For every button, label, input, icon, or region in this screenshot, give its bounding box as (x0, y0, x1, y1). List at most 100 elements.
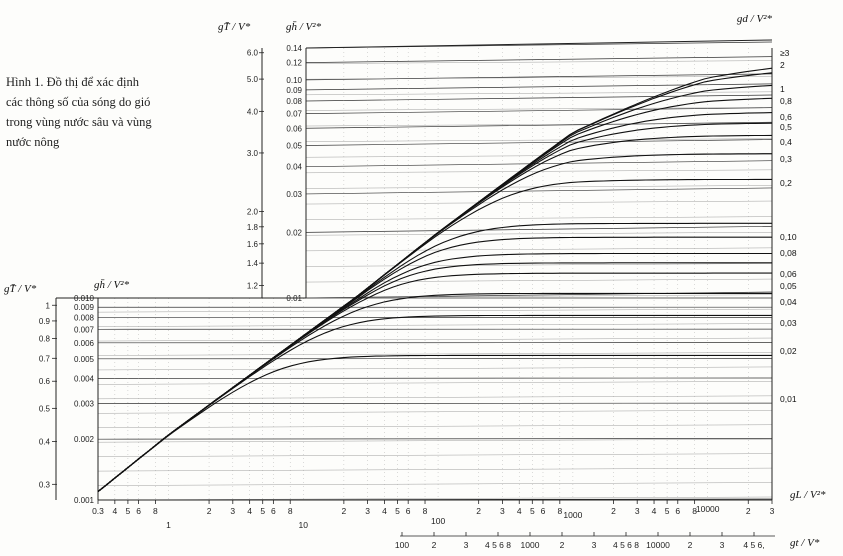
grid-line-horizontal (305, 225, 773, 233)
x-tick-label: 5 (665, 506, 670, 516)
depth-curve-0.05 (97, 262, 772, 493)
depth-curve-2 (97, 72, 773, 493)
time-tick-label: 3 (720, 540, 725, 550)
depth-curve-0.04 (97, 272, 772, 493)
grid-line-minor (97, 482, 773, 486)
height-tick-label: 0.14 (286, 44, 302, 53)
height-tick-label: 0.010 (74, 294, 95, 303)
grid-line-horizontal (305, 121, 773, 129)
x-tick-label: 5 (260, 506, 265, 516)
figure-caption: Hình 1. Đồ thị để xác định các thông số … (6, 72, 228, 152)
height-tick-label: 0.01 (286, 294, 302, 303)
grid-line-minor (97, 410, 773, 414)
x-tick-label: 6 (136, 506, 141, 516)
x-tick-label: 4 (382, 506, 387, 516)
depth-label: 0,04 (780, 297, 797, 307)
time-tick-label: 2 (688, 540, 693, 550)
period-tick-label: 1.6 (247, 240, 259, 249)
time-tick-label: 2 (560, 540, 565, 550)
caption-line: các thông số của sóng do gió (6, 95, 151, 109)
depth-label: 0,10 (780, 232, 797, 242)
grid-line-minor (305, 278, 773, 283)
height-tick-label: 0.005 (74, 355, 95, 364)
grid-line-minor (305, 138, 773, 142)
caption-line: Hình 1. Đồ thị để xác định (6, 75, 139, 89)
depth-label: ≥3 (780, 48, 790, 58)
x-tick-label: 3 (635, 506, 640, 516)
period-tick-label: 5.0 (247, 75, 259, 84)
height-tick-label: 0.003 (74, 400, 95, 409)
x-tick-label: 5 (530, 506, 535, 516)
lower-period-axis-title: gT̄ / V* (4, 283, 37, 295)
grid-line-horizontal (97, 402, 773, 404)
x-decade-label: 10 (299, 520, 309, 530)
time-tick-label: 1000 (521, 540, 540, 550)
grid-line-horizontal (305, 73, 773, 81)
height-tick-label: 0.001 (74, 496, 95, 505)
x-decade-label: 1 (166, 520, 171, 530)
depth-label: 0,6 (780, 112, 792, 122)
period-tick-label: 1 (46, 301, 51, 310)
depth-curve-≥3 (97, 67, 773, 493)
grid-line-horizontal (305, 160, 773, 168)
panel-frames (55, 39, 773, 501)
grid-line-minor (305, 247, 773, 252)
depth-label: 0,06 (780, 269, 797, 279)
x-tick-label: 5 (395, 506, 400, 516)
x-decade-label: 100 (431, 516, 445, 526)
x-tick-label: 2 (341, 506, 346, 516)
grid-line-horizontal (305, 56, 773, 63)
height-tick-label: 0.02 (286, 228, 302, 237)
depth-axis-title: gd / V²* (737, 13, 773, 25)
grid-line-minor (305, 122, 773, 127)
time-tick-label: 10000 (646, 540, 670, 550)
grid-line-horizontal (305, 94, 773, 102)
period-tick-label: 0.9 (39, 317, 51, 326)
grid-line-minor (97, 323, 773, 327)
x-tick-label: 0.3 (92, 506, 104, 516)
time-tick-label: 100 (395, 540, 409, 550)
depth-curve-0.03 (97, 292, 772, 493)
depth-curve-0.06 (97, 252, 772, 493)
tick-labels: ≥3 2 1 0,8 0,60,5 0,4 0,3 0,2 0,10 0,08 0,06 0,05 0,… (39, 44, 797, 550)
x-tick-label: 2 (746, 506, 751, 516)
top-axis-line (305, 39, 773, 49)
depth-curve-0.02 (97, 314, 772, 493)
grid-line-minor (97, 308, 773, 313)
x-tick-label: 3 (500, 506, 505, 516)
period-tick-label: 4.0 (247, 107, 259, 116)
x-tick-label: 6 (541, 506, 546, 516)
height-tick-label: 0.12 (286, 59, 302, 68)
depth-label: 0,2 (780, 178, 792, 188)
grid-line-minor (305, 232, 773, 236)
depth-curve-0.10 (97, 222, 772, 493)
depth-label: 0,3 (780, 154, 792, 164)
grid-line-horizontal (305, 83, 773, 91)
height-tick-label: 0.008 (74, 314, 95, 323)
x-tick-label: 2 (611, 506, 616, 516)
depth-curve-0.4 (97, 134, 773, 493)
time-axis-title: gt / V* (790, 537, 820, 549)
depth-label: 0,03 (780, 318, 797, 328)
depth-label: 0,8 (780, 96, 792, 106)
height-tick-label: 0.009 (74, 303, 95, 312)
caption-line: nước nông (6, 135, 60, 149)
depth-curve-0.2 (97, 178, 772, 493)
x-tick-label: 4 (247, 506, 252, 516)
x-tick-label: 8 (557, 506, 562, 516)
x-tick-label: 4 (517, 506, 522, 516)
grid-line-minor (97, 439, 773, 443)
x-tick-label: 3 (230, 506, 235, 516)
grid-line-horizontal (97, 438, 773, 440)
time-tick-label: 3 (464, 540, 469, 550)
x-tick-label: 8 (692, 506, 697, 516)
height-tick-label: 0.006 (74, 339, 95, 348)
grid-line-horizontal (305, 139, 773, 146)
height-tick-label: 0.04 (286, 163, 302, 172)
depth-curve-0.3 (97, 153, 772, 493)
grid-line-minor (97, 453, 773, 457)
x-tick-label: 3 (365, 506, 370, 516)
grid-line-horizontal (305, 107, 773, 115)
grid-line-minor (97, 352, 773, 356)
height-tick-label: 0.07 (286, 110, 302, 119)
